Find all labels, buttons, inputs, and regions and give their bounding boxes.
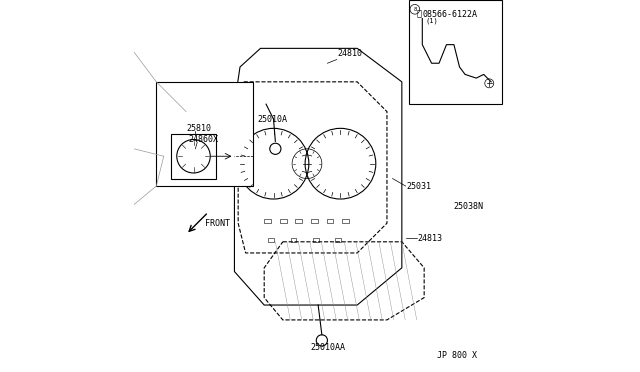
Bar: [335, 238, 341, 242]
Text: 08566-6122A: 08566-6122A: [422, 10, 477, 19]
Bar: [296, 219, 302, 223]
Text: FRONT: FRONT: [205, 219, 230, 228]
Text: 25031: 25031: [406, 182, 431, 190]
Bar: [264, 219, 271, 223]
Text: 25038N: 25038N: [454, 202, 484, 211]
Text: ⑨: ⑨: [417, 10, 422, 19]
Text: 25810: 25810: [186, 124, 211, 133]
Bar: [311, 219, 318, 223]
Text: (1): (1): [425, 17, 438, 24]
Text: 25010A: 25010A: [258, 115, 288, 124]
Bar: [172, 134, 216, 179]
Bar: [410, 0, 502, 104]
Text: 24813: 24813: [418, 234, 443, 243]
Bar: [313, 238, 319, 242]
Bar: [326, 219, 333, 223]
Text: 25010AA: 25010AA: [310, 343, 346, 352]
Text: 8: 8: [413, 7, 417, 12]
Bar: [291, 238, 296, 242]
Bar: [342, 219, 349, 223]
Text: 24810: 24810: [338, 49, 363, 58]
Text: JP 800 X: JP 800 X: [437, 351, 477, 360]
Bar: [268, 238, 274, 242]
Text: 24860X: 24860X: [188, 135, 218, 144]
Bar: [156, 82, 253, 186]
Bar: [280, 219, 287, 223]
